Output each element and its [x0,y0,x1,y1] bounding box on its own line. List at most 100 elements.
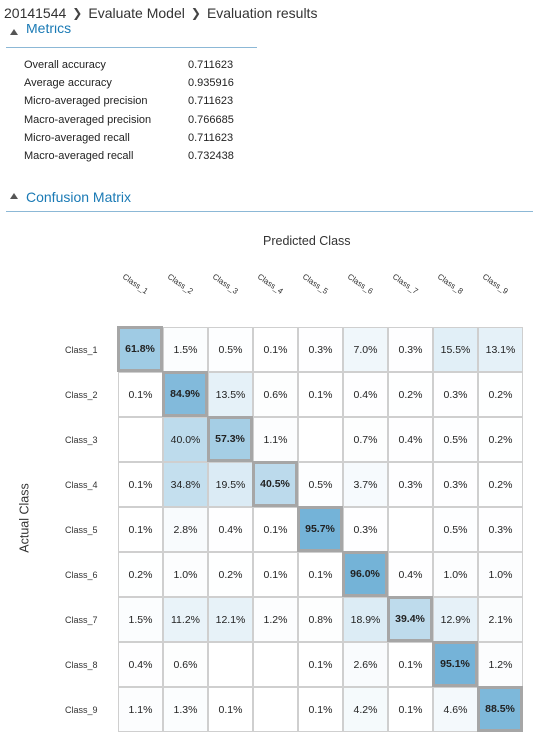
metric-row: Macro-averaged recall 0.732438 [24,147,234,165]
chevron-right-icon: ❯ [190,6,201,20]
row-header: Class_8 [65,659,98,670]
metric-label: Micro-averaged recall [24,131,130,144]
column-header: Class_7 [390,272,420,296]
matrix-cell-diagonal: 57.3% [207,416,253,462]
metric-label: Macro-averaged precision [24,113,152,126]
row-header: Class_9 [65,704,98,715]
breadcrumb-item-module[interactable]: Evaluate Model [88,5,185,21]
matrix-cell: 0.1% [388,687,433,732]
matrix-cell: 0.1% [298,552,343,597]
collapse-triangle-icon[interactable] [10,193,18,199]
matrix-cell: 2.6% [343,642,388,687]
metric-label: Micro-averaged precision [24,95,148,108]
matrix-cell: 4.6% [433,687,478,732]
matrix-cell: 2.8% [163,507,208,552]
metric-row: Average accuracy 0.935916 [24,74,234,92]
confusion-section-header[interactable]: Confusion Matrix [10,188,131,206]
matrix-cell: 1.3% [163,687,208,732]
matrix-cell: 13.5% [208,372,253,417]
metric-row: Overall accuracy 0.711623 [24,56,234,74]
matrix-cell: 0.3% [433,372,478,417]
breadcrumb: 20141544 ❯ Evaluate Model ❯ Evaluation r… [4,3,317,23]
matrix-cell: 1.1% [253,417,298,462]
column-header: Class_5 [300,272,330,296]
column-header: Class_8 [435,272,465,296]
matrix-cell: 0.2% [478,417,523,462]
metric-row: Macro-averaged precision 0.766685 [24,111,234,129]
metrics-section-header[interactable]: Metrics [10,24,71,42]
metric-row: Micro-averaged recall 0.711623 [24,129,234,147]
matrix-cell: 0.7% [343,417,388,462]
matrix-cell [298,417,343,462]
matrix-cell: 0.6% [253,372,298,417]
confusion-divider [6,211,533,212]
column-header: Class_6 [345,272,375,296]
matrix-cell: 0.5% [433,507,478,552]
matrix-cell: 18.9% [343,597,388,642]
matrix-cell-diagonal: 40.5% [252,461,298,507]
matrix-cell: 1.5% [163,327,208,372]
metrics-divider [6,47,257,48]
matrix-cell-diagonal: 95.1% [432,641,478,687]
actual-class-axis-label: Actual Class [17,483,32,553]
breadcrumb-item-experiment[interactable]: 20141544 [4,5,67,21]
matrix-cell: 0.4% [118,642,163,687]
column-header: Class_9 [480,272,510,296]
matrix-cell [388,507,433,552]
row-header: Class_2 [65,389,98,400]
matrix-cell: 0.1% [298,642,343,687]
metric-value: 0.935916 [188,77,234,90]
matrix-cell [118,417,163,462]
matrix-cell: 0.5% [298,462,343,507]
matrix-cell: 0.5% [208,327,253,372]
matrix-cell: 0.1% [118,372,163,417]
matrix-cell: 0.3% [388,462,433,507]
breadcrumb-item-current: Evaluation results [206,5,318,21]
metric-value: 0.732438 [188,150,234,163]
matrix-cell: 4.2% [343,687,388,732]
matrix-cell [253,687,298,732]
metric-value: 0.711623 [188,59,234,72]
matrix-cell-diagonal: 95.7% [297,506,343,552]
metric-value: 0.766685 [188,113,234,126]
row-header: Class_4 [65,479,98,490]
metric-value: 0.711623 [188,131,234,144]
row-header: Class_7 [65,614,98,625]
matrix-cell: 0.2% [478,372,523,417]
matrix-cell: 34.8% [163,462,208,507]
matrix-cell: 12.1% [208,597,253,642]
matrix-cell: 0.1% [253,507,298,552]
matrix-cell: 12.9% [433,597,478,642]
matrix-cell: 0.4% [388,417,433,462]
matrix-cell-diagonal: 88.5% [477,686,523,732]
matrix-cell: 0.3% [433,462,478,507]
matrix-cell: 0.2% [118,552,163,597]
column-header: Class_1 [120,272,150,296]
matrix-cell: 0.8% [298,597,343,642]
matrix-cell: 0.4% [208,507,253,552]
matrix-cell: 11.2% [163,597,208,642]
matrix-cell: 1.5% [118,597,163,642]
matrix-cell: 0.1% [118,462,163,507]
row-header: Class_6 [65,569,98,580]
row-header: Class_3 [65,434,98,445]
matrix-cell: 0.4% [388,552,433,597]
column-header: Class_4 [255,272,285,296]
matrix-cell: 0.1% [208,687,253,732]
metric-label: Overall accuracy [24,59,106,72]
matrix-cell-diagonal: 39.4% [387,596,433,642]
matrix-cell: 1.2% [253,597,298,642]
matrix-cell: 0.1% [388,642,433,687]
matrix-cell: 0.1% [253,327,298,372]
metric-value: 0.711623 [188,95,234,108]
matrix-cell-diagonal: 96.0% [342,551,388,597]
matrix-cell-diagonal: 61.8% [117,326,163,372]
matrix-cell: 0.5% [433,417,478,462]
matrix-cell: 1.2% [478,642,523,687]
matrix-cell: 0.1% [298,687,343,732]
matrix-cell [208,642,253,687]
metrics-section-title: Metrics [26,24,72,36]
metric-label: Macro-averaged recall [24,150,134,163]
chevron-right-icon: ❯ [72,6,83,20]
collapse-triangle-icon[interactable] [10,29,18,35]
